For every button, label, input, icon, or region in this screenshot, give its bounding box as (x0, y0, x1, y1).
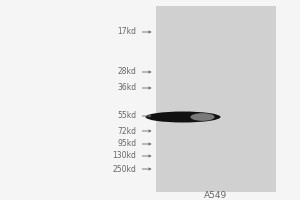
Text: 130kd: 130kd (112, 152, 136, 160)
Text: A549: A549 (204, 190, 228, 200)
Ellipse shape (146, 112, 220, 122)
Text: 28kd: 28kd (118, 68, 136, 76)
Text: 17kd: 17kd (118, 27, 136, 36)
Text: 250kd: 250kd (112, 164, 136, 173)
Text: 72kd: 72kd (118, 127, 136, 136)
Text: 95kd: 95kd (117, 140, 136, 148)
Text: 55kd: 55kd (117, 112, 136, 120)
Text: 36kd: 36kd (117, 83, 136, 92)
Bar (156, 6, 276, 192)
Ellipse shape (190, 113, 214, 121)
